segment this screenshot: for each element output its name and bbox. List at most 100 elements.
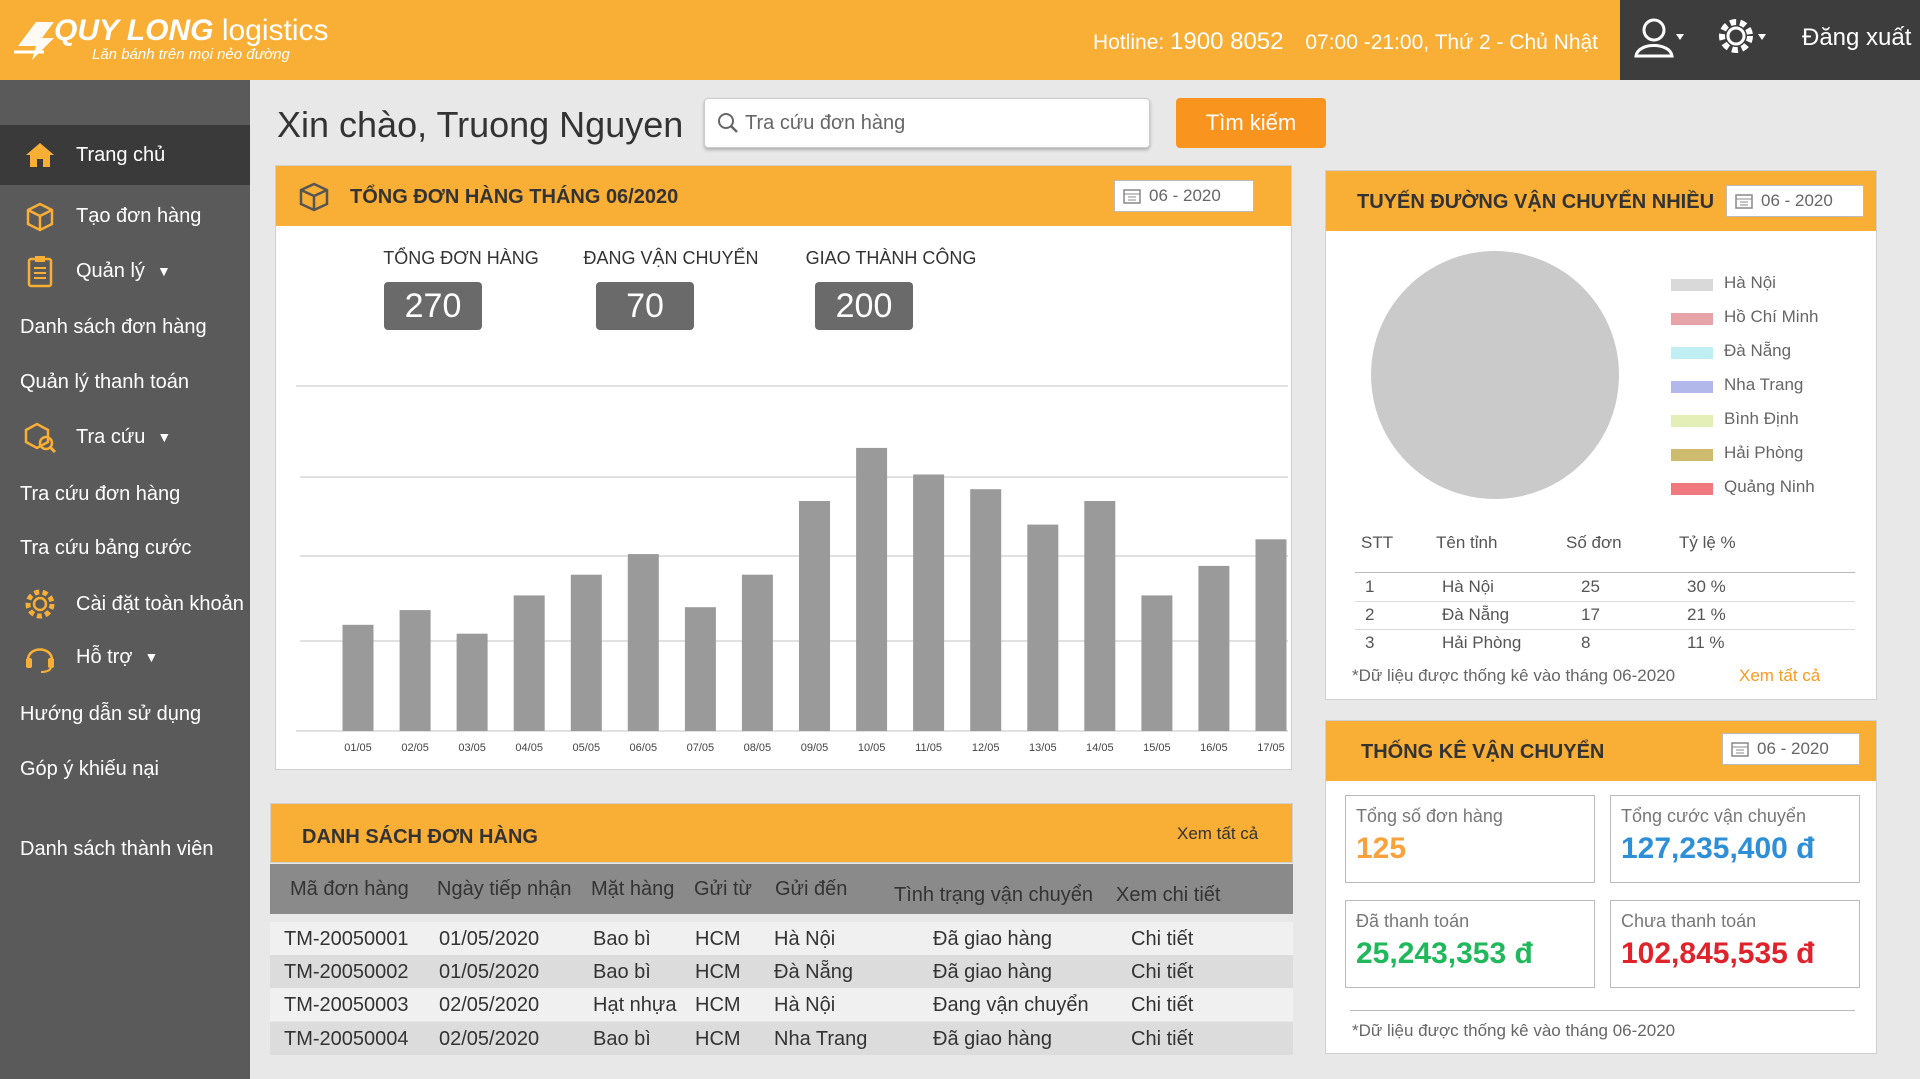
orders-bar-chart: 01/05 02/05 03/05 04/05 05/05 06/05 07/05 08/05…	[296, 385, 1288, 754]
sidebar-item-lookup[interactable]: Tra cứu ▼	[0, 407, 250, 467]
sidebar-item-label: Danh sách đơn hàng	[20, 315, 207, 338]
chart-x-tick-label: 06/05	[630, 742, 658, 754]
route-table-cell: 3	[1365, 633, 1375, 652]
chart-x-tick-label: 02/05	[401, 742, 429, 754]
route-note: *Dữ liệu được thống kê vào tháng 06-2020	[1352, 666, 1676, 685]
order-detail-link[interactable]: Chi tiết	[1131, 928, 1194, 950]
route-table-cell: 25	[1581, 577, 1600, 596]
sidebar-item-order-lookup[interactable]: Tra cứu đơn hàng	[0, 464, 250, 524]
sidebar-item-member-list[interactable]: Danh sách thành viên	[0, 819, 250, 879]
sidebar-item-order-list[interactable]: Danh sách đơn hàng	[0, 297, 250, 357]
card-value: 125	[1356, 832, 1407, 865]
table-cell: HCM	[695, 961, 741, 983]
order-search-box[interactable]	[704, 98, 1150, 148]
route-table-cell: 1	[1365, 577, 1375, 596]
greeting-text: Xin chào, Truong Nguyen	[277, 104, 684, 145]
gear-icon	[25, 589, 55, 619]
box-icon	[299, 182, 329, 212]
column-header: Mã đơn hàng	[290, 878, 409, 900]
table-cell: Hạt nhựa	[593, 994, 677, 1016]
order-detail-link[interactable]: Chi tiết	[1131, 961, 1194, 983]
table-cell: HCM	[695, 994, 741, 1016]
panel-header: TỔNG ĐƠN HÀNG THÁNG 06/2020 06 - 2020	[276, 166, 1291, 226]
home-icon	[26, 143, 54, 167]
chart-x-tick-label: 03/05	[458, 742, 486, 754]
stat-card-total-fee: Tổng cước vận chuyển 127,235,400 đ	[1610, 795, 1860, 883]
table-row[interactable]: TM-20050002 01/05/2020 Bao bì HCM Đà Nẵng Đã …	[270, 955, 1293, 988]
chart-bar	[399, 610, 431, 731]
table-cell: Đã giao hàng	[933, 961, 1052, 983]
monthly-orders-panel: TỔNG ĐƠN HÀNG THÁNG 06/2020 06 - 2020 TỔ…	[275, 165, 1292, 770]
sidebar-item-support[interactable]: Hỗ trợ ▼	[0, 627, 250, 687]
hotline-number[interactable]: 1900 8052	[1170, 28, 1284, 55]
chart-x-tick-label: 09/05	[801, 742, 829, 754]
divider	[1355, 601, 1855, 602]
route-view-all-link[interactable]: Xem tất cả	[1739, 666, 1821, 685]
table-cell: TM-20050004	[284, 1028, 409, 1050]
user-icon[interactable]	[1634, 16, 1686, 62]
table-cell: Hà Nội	[774, 994, 836, 1016]
order-detail-link[interactable]: Chi tiết	[1131, 994, 1194, 1016]
legend-swatch	[1671, 381, 1713, 393]
order-detail-link[interactable]: Chi tiết	[1131, 1028, 1194, 1050]
card-label: Đã thanh toán	[1356, 911, 1470, 931]
order-list-view-all-link[interactable]: Xem tất cả	[1177, 824, 1259, 843]
route-table-header: Tỷ lệ %	[1679, 533, 1736, 552]
month-picker-value: 06 - 2020	[1761, 191, 1833, 210]
stat-value-delivered: 200	[815, 282, 913, 330]
card-value: 127,235,400 đ	[1621, 832, 1815, 865]
stat-value-in-transit: 70	[596, 282, 694, 330]
table-cell: Bao bì	[593, 1028, 651, 1050]
table-cell: TM-20050003	[284, 994, 409, 1016]
route-table-header: STT	[1361, 533, 1394, 552]
month-picker[interactable]: 06 - 2020	[1722, 733, 1860, 765]
route-table-cell: 11 %	[1687, 633, 1725, 652]
hotline-label: Hotline:	[1093, 31, 1165, 54]
search-input[interactable]	[745, 107, 1141, 139]
chart-x-tick-label: 14/05	[1086, 742, 1114, 754]
chart-bar	[1084, 501, 1116, 731]
sidebar-item-account-settings[interactable]: Cài đặt toàn khoản	[0, 574, 250, 634]
settings-gear-icon[interactable]	[1716, 16, 1768, 62]
chart-bar	[684, 607, 716, 731]
logout-button[interactable]: Đăng xuất	[1802, 24, 1912, 51]
sidebar-item-label: Tra cứu đơn hàng	[20, 482, 181, 505]
shipping-stats-panel: THỐNG KÊ VẬN CHUYỂN 06 - 2020	[1325, 720, 1877, 1054]
chart-x-tick-label: 11/05	[915, 742, 942, 754]
sidebar-item-label: Tra cứu bảng cước	[20, 536, 192, 559]
panel-title: DANH SÁCH ĐƠN HÀNG	[302, 826, 538, 848]
chart-bar	[1141, 595, 1173, 731]
table-row[interactable]: TM-20050004 02/05/2020 Bao bì HCM Nha Trang Đ…	[270, 1022, 1293, 1055]
sidebar-item-feedback[interactable]: Góp ý khiếu nại	[0, 739, 250, 799]
legend-label: Đà Nẵng	[1724, 341, 1792, 360]
box-icon	[26, 202, 54, 232]
legend-item: Hải Phòng	[1671, 443, 1804, 463]
chart-bar	[627, 554, 659, 731]
column-header: Xem chi tiết	[1116, 884, 1221, 906]
sidebar-item-create-order[interactable]: Tạo đơn hàng	[0, 186, 250, 246]
order-table-header: Mã đơn hàng Ngày tiếp nhận Mặt hàng Gửi …	[270, 864, 1293, 914]
sidebar-item-home[interactable]: Trang chủ	[0, 125, 250, 185]
legend-label: Bình Định	[1724, 409, 1799, 428]
column-header: Tình trạng vận chuyển	[894, 884, 1094, 906]
stat-label-total: TỔNG ĐƠN HÀNG	[383, 248, 539, 268]
sidebar-item-manage[interactable]: Quản lý ▼	[0, 241, 250, 301]
panel-title: THỐNG KÊ VẬN CHUYỂN	[1361, 741, 1605, 763]
legend-label: Hải Phòng	[1724, 443, 1804, 462]
sidebar-item-user-guide[interactable]: Hướng dẫn sử dụng	[0, 684, 250, 744]
order-list-header: DANH SÁCH ĐƠN HÀNG Xem tất cả	[270, 803, 1293, 863]
sidebar-item-rate-lookup[interactable]: Tra cứu bảng cước	[0, 518, 250, 578]
route-table-cell: Hải Phòng	[1442, 633, 1522, 652]
divider	[1355, 572, 1855, 573]
stat-label-delivered: GIAO THÀNH CÔNG	[805, 248, 977, 268]
search-button[interactable]: Tìm kiếm	[1176, 98, 1326, 148]
table-row[interactable]: TM-20050003 02/05/2020 Hạt nhựa HCM Hà Nội Đa…	[270, 988, 1293, 1021]
month-picker[interactable]: 06 - 2020	[1114, 180, 1254, 212]
search-icon	[718, 113, 738, 133]
company-logo[interactable]: QUY LONG logistics Lăn bánh trên mọi nẻo…	[14, 6, 329, 72]
table-cell: Hà Nội	[774, 928, 836, 950]
divider	[1350, 1010, 1855, 1011]
sidebar-item-payment-management[interactable]: Quản lý thanh toán	[0, 352, 250, 412]
table-row[interactable]: TM-20050001 01/05/2020 Bao bì HCM Hà Nội Đã g…	[270, 922, 1293, 955]
month-picker[interactable]: 06 - 2020	[1726, 185, 1864, 217]
